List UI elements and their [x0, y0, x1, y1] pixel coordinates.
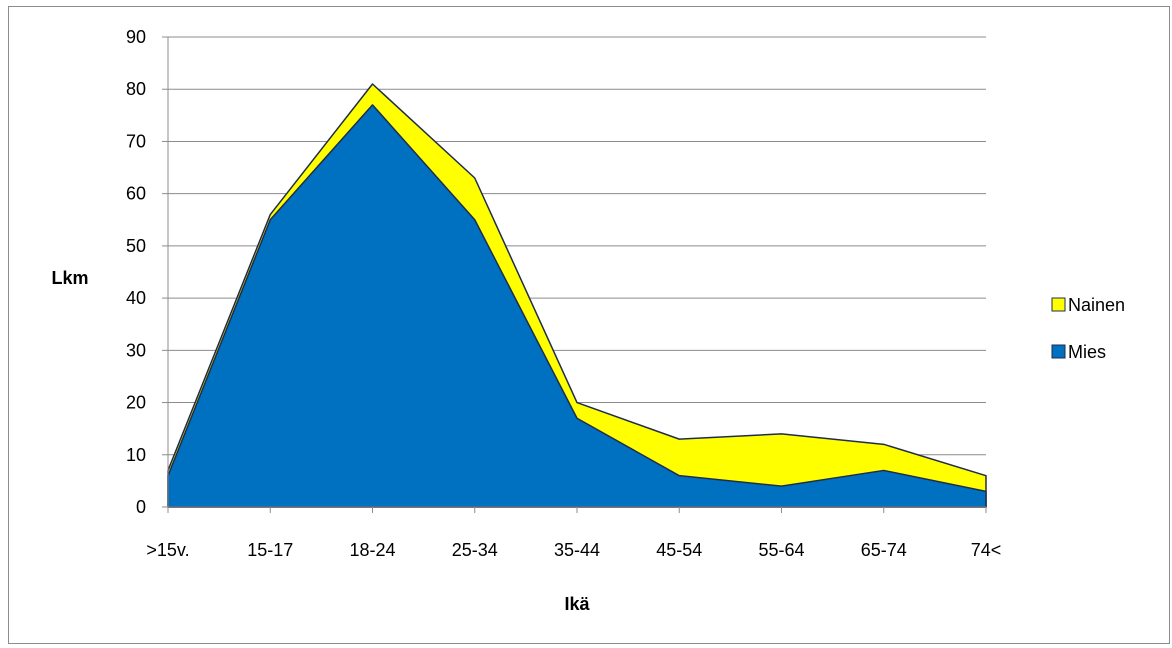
y-tick-label: 70	[126, 131, 146, 151]
y-tick-label: 0	[136, 497, 146, 517]
legend-item-nainen: Nainen	[1051, 295, 1125, 315]
y-tick-label: 30	[126, 340, 146, 360]
x-tick-labels: >15v. 15-17 18-24 25-34 35-44 45-54 55-64 65-74…	[146, 540, 1001, 560]
y-tick-label: 80	[126, 79, 146, 99]
y-tick-label: 20	[126, 393, 146, 413]
y-tick-label: 90	[126, 27, 146, 47]
axes	[162, 36, 987, 513]
x-tick-label: 45-54	[656, 540, 702, 560]
x-axis-title: Ikä	[564, 594, 590, 614]
legend: Nainen Mies	[1051, 295, 1125, 362]
legend-swatch	[1051, 297, 1066, 312]
y-tick-label: 60	[126, 184, 146, 204]
area-series	[167, 83, 987, 508]
x-tick-label: >15v.	[146, 540, 189, 560]
x-tick-label: 15-17	[247, 540, 293, 560]
x-tick-label: 25-34	[452, 540, 498, 560]
legend-label: Nainen	[1068, 295, 1125, 315]
legend-label: Mies	[1068, 342, 1106, 362]
y-axis-title: Lkm	[51, 268, 88, 288]
legend-swatch	[1051, 344, 1066, 359]
y-tick-label: 50	[126, 236, 146, 256]
y-tick-labels: 0 10 20 30 40 50 60 70 80 90	[126, 27, 146, 517]
x-tick-label: 55-64	[758, 540, 804, 560]
chart-frame	[8, 6, 1170, 644]
x-tick-label: 35-44	[554, 540, 600, 560]
y-tick-label: 10	[126, 445, 146, 465]
x-tick-label: 65-74	[861, 540, 907, 560]
y-tick-label: 40	[126, 288, 146, 308]
x-tick-label: 18-24	[349, 540, 395, 560]
x-tick-label: 74<	[971, 540, 1002, 560]
legend-item-mies: Mies	[1051, 342, 1106, 362]
